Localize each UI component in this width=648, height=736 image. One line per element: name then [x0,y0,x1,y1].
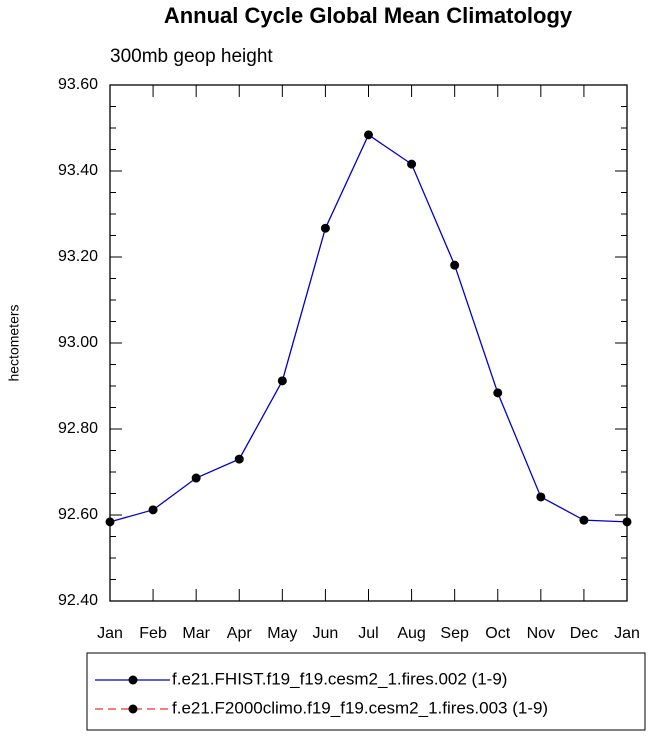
legend-marker [128,675,138,685]
data-point [493,388,503,398]
x-tick-label: Mar [182,625,210,642]
data-point [579,515,589,525]
chart-title: Annual Cycle Global Mean Climatology [164,3,573,28]
x-tick-label: Dec [570,625,598,642]
y-tick-label: 93.40 [58,162,98,179]
y-tick-label: 93.00 [58,334,98,351]
data-point [234,454,244,464]
legend-label: f.e21.F2000climo.f19_f19.cesm2_1.fires.0… [172,698,548,717]
x-tick-label: Oct [485,625,510,642]
data-point [622,517,632,527]
data-point [277,376,287,386]
x-tick-label: Apr [227,625,253,642]
data-point [536,492,546,502]
y-tick-label: 92.60 [58,506,98,523]
legend-label: f.e21.FHIST.f19_f19.cesm2_1.fires.002 (1… [172,669,507,688]
x-tick-label: Jan [614,625,640,642]
x-tick-label: May [267,625,297,642]
y-tick-label: 93.20 [58,248,98,265]
legend-marker [128,704,138,714]
x-tick-label: Nov [527,625,555,642]
data-point [148,505,158,515]
data-point [105,517,115,527]
x-tick-label: Jun [313,625,339,642]
x-tick-label: Feb [139,625,167,642]
y-tick-label: 92.80 [58,420,98,437]
y-tick-label: 93.60 [58,76,98,93]
x-tick-label: Jan [97,625,123,642]
y-axis-label: hectometers [6,304,22,381]
legend-box [86,652,646,731]
data-point [320,223,330,233]
x-tick-label: Sep [440,625,469,642]
y-tick-label: 92.40 [58,592,98,609]
data-point [407,159,417,169]
data-point [450,260,460,270]
data-point [191,473,201,483]
chart-subtitle: 300mb geop height [110,46,273,67]
data-point [364,130,373,140]
x-tick-label: Aug [397,625,425,642]
x-tick-label: Jul [358,625,378,642]
